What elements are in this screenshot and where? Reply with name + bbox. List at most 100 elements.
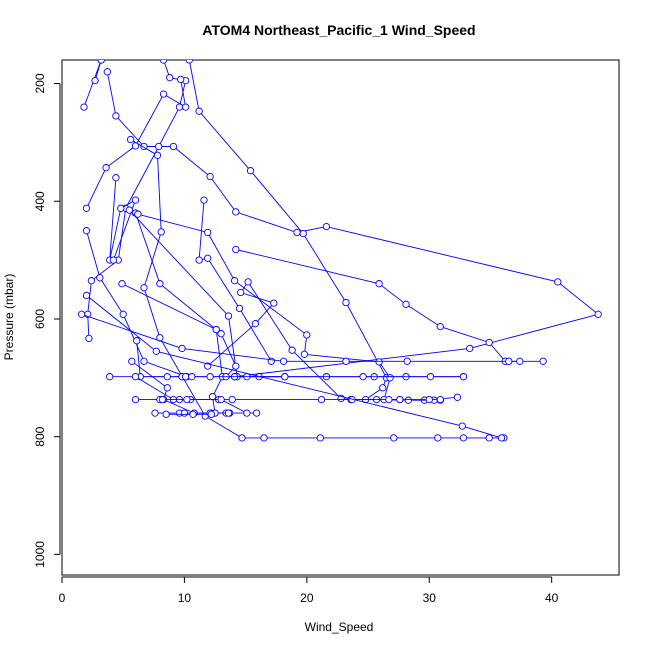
data-point-23-3 — [458, 422, 466, 430]
data-point-7-12 — [459, 434, 468, 442]
data-point-17-3 — [217, 330, 225, 338]
data-point-5-5 — [102, 164, 110, 172]
data-point-21-3 — [158, 395, 167, 404]
data-point-20-6 — [228, 395, 236, 404]
series-line-10 — [135, 212, 226, 414]
y-tick-label-600: 600 — [33, 309, 47, 329]
data-point-15-1 — [134, 210, 142, 218]
data-point-14-2 — [251, 320, 260, 328]
data-point-15-2 — [204, 228, 212, 237]
y-tick-label-400: 400 — [33, 191, 47, 211]
data-point-5-2 — [181, 103, 190, 111]
series-line-5 — [86, 79, 187, 209]
data-point-20-7 — [317, 395, 326, 404]
data-point-24-2 — [189, 410, 197, 418]
data-point-17-4 — [232, 362, 240, 370]
data-point-7-4 — [140, 284, 148, 292]
data-point-19-5 — [403, 357, 411, 365]
series-line-15 — [137, 213, 400, 401]
series-line-17 — [121, 283, 464, 378]
data-point-13-2 — [375, 280, 383, 288]
data-point-7-2 — [153, 151, 162, 159]
data-point-5-3 — [159, 90, 168, 98]
data-point-12-1 — [200, 196, 208, 204]
data-point-9-4 — [131, 196, 140, 204]
series-line-3 — [106, 71, 600, 378]
data-point-3-10 — [594, 310, 602, 318]
data-point-13-7 — [539, 357, 547, 365]
data-point-5-1 — [177, 75, 185, 84]
data-point-13-4 — [436, 322, 444, 331]
chart-title: ATOM4 Northeast_Pacific_1 Wind_Speed — [202, 22, 475, 38]
data-point-13-1 — [232, 245, 240, 254]
data-point-3-11 — [466, 344, 474, 353]
series-line-6 — [188, 60, 458, 401]
y-tick-label-1000: 1000 — [33, 541, 47, 568]
data-point-18-6 — [181, 373, 190, 381]
data-point-22-1 — [151, 409, 159, 417]
data-point-6-1 — [185, 60, 193, 64]
data-point-4-2 — [166, 74, 174, 82]
data-point-8-4 — [140, 357, 148, 365]
data-point-3-5 — [206, 172, 214, 181]
data-point-17-10 — [459, 373, 468, 381]
x-tick-label-40: 40 — [545, 591, 559, 605]
data-point-9-1 — [112, 174, 120, 182]
data-point-13-3 — [402, 300, 410, 308]
data-point-4-10 — [85, 334, 93, 343]
data-point-6-4 — [299, 229, 307, 238]
data-point-7-1 — [126, 135, 135, 144]
data-point-20-11 — [425, 395, 433, 404]
data-point-14-6 — [288, 346, 296, 354]
data-point-3-6 — [232, 208, 240, 216]
data-point-14-3 — [270, 299, 278, 307]
series-line-14 — [207, 281, 441, 401]
data-point-16-1 — [125, 206, 133, 214]
data-point-3-2 — [112, 112, 120, 120]
data-point-12-4 — [235, 304, 244, 313]
data-point-14-10 — [404, 396, 413, 404]
data-point-18-7 — [188, 373, 196, 381]
data-point-8-1 — [82, 227, 91, 235]
data-point-9-5 — [109, 256, 118, 264]
data-point-20-10 — [396, 395, 404, 404]
data-point-12-2 — [195, 256, 203, 264]
data-point-19-2 — [178, 344, 186, 353]
data-point-6-7 — [379, 384, 387, 392]
data-point-17-1 — [118, 280, 126, 288]
data-point-11-1 — [128, 357, 136, 365]
data-point-21-1 — [131, 395, 140, 404]
data-point-3-1 — [103, 68, 111, 76]
data-point-6-2 — [195, 107, 203, 115]
series-line-7 — [130, 139, 504, 439]
data-point-15-6 — [375, 358, 383, 366]
data-point-17-9 — [426, 373, 435, 381]
data-point-21-5 — [217, 395, 225, 404]
x-tick-label-10: 10 — [178, 591, 192, 605]
data-point-4-8 — [87, 277, 96, 285]
data-point-20-9 — [385, 395, 393, 404]
x-tick-label-20: 20 — [300, 591, 314, 605]
data-point-5-6 — [82, 204, 91, 212]
data-point-6-3 — [246, 167, 255, 175]
data-point-9-3 — [117, 204, 125, 212]
series-line-21 — [135, 399, 248, 414]
data-point-7-7 — [238, 434, 246, 442]
data-point-11-7 — [252, 409, 261, 417]
series-line-9 — [109, 177, 137, 261]
series-line-23 — [86, 295, 502, 439]
data-point-19-7 — [516, 357, 524, 365]
data-point-7-9 — [316, 434, 324, 442]
data-point-1-1 — [80, 103, 88, 111]
x-axis-label: Wind_Speed — [305, 620, 374, 634]
data-point-17-2 — [212, 325, 220, 334]
data-point-7-11 — [434, 434, 442, 442]
data-point-18-8 — [206, 373, 214, 381]
data-point-15-3 — [230, 277, 239, 285]
data-point-24-1 — [162, 410, 170, 418]
data-point-22-3 — [180, 409, 189, 417]
data-point-23-2 — [152, 347, 160, 355]
data-point-6-5 — [342, 298, 350, 307]
data-point-15-4 — [303, 331, 311, 339]
